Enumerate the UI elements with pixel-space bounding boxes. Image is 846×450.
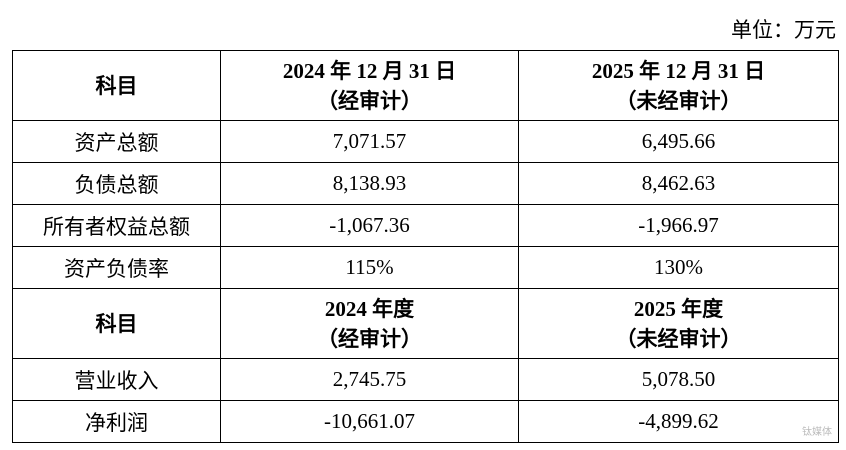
header-cell: 2025 年 12 月 31 日 （未经审计） bbox=[518, 50, 839, 121]
data-row: 资产总额 7,071.57 6,495.66 bbox=[12, 120, 839, 163]
value-cell: 8,462.63 bbox=[518, 162, 839, 205]
row-label: 营业收入 bbox=[12, 358, 221, 401]
header-row: 科目 2024 年度 （经审计） 2025 年度 （未经审计） bbox=[12, 288, 839, 359]
data-row: 营业收入 2,745.75 5,078.50 bbox=[12, 358, 839, 401]
header-line: （经审计） bbox=[317, 88, 422, 113]
header-cell: 2024 年度 （经审计） bbox=[220, 288, 519, 359]
row-label: 所有者权益总额 bbox=[12, 204, 221, 247]
header-line: 2025 年度 bbox=[633, 296, 724, 321]
header-cell: 2024 年 12 月 31 日 （经审计） bbox=[220, 50, 519, 121]
header-line: 2025 年 12 月 31 日 bbox=[591, 58, 766, 83]
value-cell: 7,071.57 bbox=[220, 120, 519, 163]
value-cell: 8,138.93 bbox=[220, 162, 519, 205]
row-label: 净利润 bbox=[12, 400, 221, 443]
header-line: 2024 年 12 月 31 日 bbox=[282, 58, 457, 83]
financial-table: 科目 2024 年 12 月 31 日 （经审计） 2025 年 12 月 31 日 （… bbox=[12, 50, 839, 443]
row-label: 负债总额 bbox=[12, 162, 221, 205]
value-cell: 130% bbox=[518, 246, 839, 289]
header-line: （经审计） bbox=[317, 326, 422, 351]
value-cell: -1,966.97 bbox=[518, 204, 839, 247]
header-row: 科目 2024 年 12 月 31 日 （经审计） 2025 年 12 月 31 日 （… bbox=[12, 50, 839, 121]
value-cell: 115% bbox=[220, 246, 519, 289]
unit-label: 单位：万元 bbox=[731, 18, 836, 42]
data-row: 所有者权益总额 -1,067.36 -1,966.97 bbox=[12, 204, 839, 247]
value-cell: 6,495.66 bbox=[518, 120, 839, 163]
value-cell: -1,067.36 bbox=[220, 204, 519, 247]
value-cell: -4,899.62 bbox=[518, 400, 839, 443]
data-row: 资产负债率 115% 130% bbox=[12, 246, 839, 289]
header-line: 2024 年度 bbox=[324, 296, 415, 321]
header-line: （未经审计） bbox=[615, 326, 742, 351]
value-cell: 5,078.50 bbox=[518, 358, 839, 401]
data-row: 净利润 -10,661.07 -4,899.62 bbox=[12, 400, 839, 443]
header-line: （未经审计） bbox=[615, 88, 742, 113]
header-cell: 科目 bbox=[12, 288, 221, 359]
data-row: 负债总额 8,138.93 8,462.63 bbox=[12, 162, 839, 205]
row-label: 资产负债率 bbox=[12, 246, 221, 289]
watermark: 钛媒体 bbox=[802, 427, 832, 438]
row-label: 资产总额 bbox=[12, 120, 221, 163]
header-cell: 2025 年度 （未经审计） bbox=[518, 288, 839, 359]
header-cell: 科目 bbox=[12, 50, 221, 121]
value-cell: -10,661.07 bbox=[220, 400, 519, 443]
value-cell: 2,745.75 bbox=[220, 358, 519, 401]
